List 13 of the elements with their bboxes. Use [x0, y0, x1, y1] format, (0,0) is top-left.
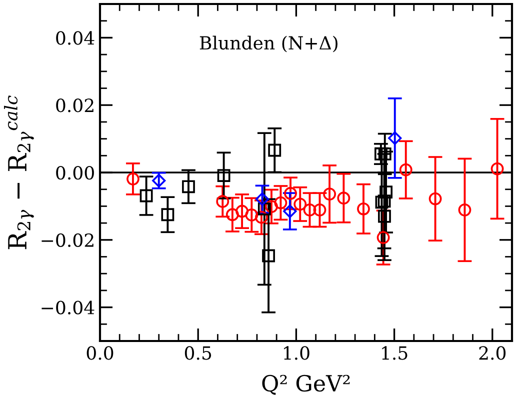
- y-tick-label: −0.02: [42, 233, 94, 248]
- x-tick-label: 1.5: [382, 346, 408, 360]
- annotation: Blunden (N+Δ): [200, 36, 338, 52]
- x-tick-label: 0.5: [184, 346, 212, 360]
- x-tick-label: 0.0: [86, 346, 114, 360]
- y-tick-label: −0.04: [42, 300, 94, 314]
- x-tick-label: 2.0: [479, 346, 506, 360]
- x-axis-title: Q² GeV²: [262, 374, 350, 395]
- y-tick-label: 0.04: [56, 31, 94, 45]
- y-tick-label: 0.02: [56, 98, 94, 112]
- y-axis-title: R$_{2γ}$ − R$_{2γ}$$^{calc}$: [4, 96, 34, 250]
- x-tick-label: 1.0: [284, 346, 310, 360]
- y-tick-label: 0.00: [56, 166, 94, 180]
